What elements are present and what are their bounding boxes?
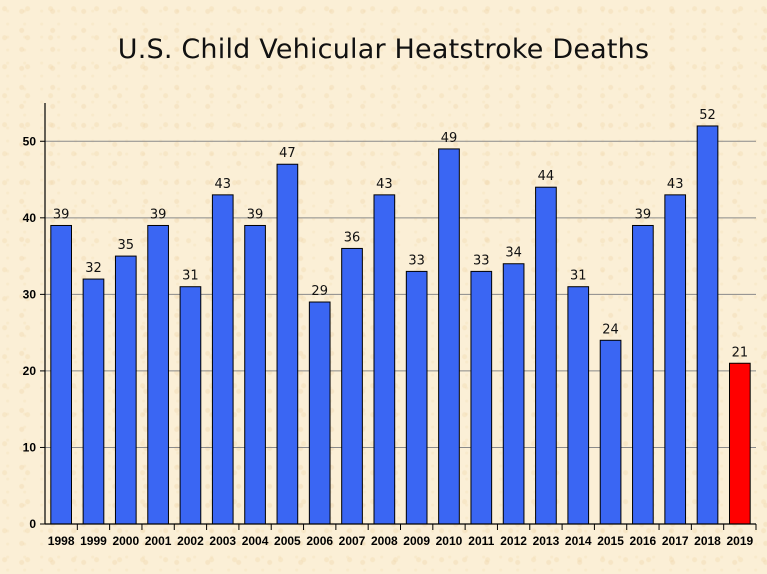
data-label-2006: 29 <box>311 284 328 299</box>
data-label-2001: 39 <box>150 207 167 222</box>
data-label-2016: 39 <box>635 207 652 222</box>
data-label-2013: 44 <box>538 169 555 184</box>
bar-2009 <box>405 270 428 525</box>
y-tick-label: 50 <box>23 134 37 148</box>
data-label-2003: 43 <box>214 177 231 192</box>
bar-2006 <box>308 301 331 525</box>
bar-2016 <box>632 224 654 525</box>
bar-2008 <box>373 194 396 525</box>
y-tick-label: 10 <box>23 440 37 454</box>
x-tick-label-2009: 2009 <box>403 534 430 548</box>
bar-2017 <box>664 194 687 525</box>
x-tick-label-2001: 2001 <box>145 534 172 548</box>
x-tick-label-2014: 2014 <box>565 534 592 548</box>
bar-2011 <box>470 270 493 525</box>
x-tick-label-1999: 1999 <box>80 534 107 548</box>
x-tick-label-2016: 2016 <box>630 534 657 548</box>
bar-2018 <box>696 125 719 525</box>
bar-1998 <box>50 224 73 525</box>
bar-2014 <box>567 286 590 525</box>
x-tick-label-2013: 2013 <box>533 534 560 548</box>
data-label-1999: 32 <box>85 261 102 276</box>
bars <box>50 125 751 525</box>
chart-title: U.S. Child Vehicular Heatstroke Deaths <box>117 34 650 65</box>
data-label-2007: 36 <box>344 230 361 245</box>
bar-2000 <box>114 255 137 525</box>
data-label-2011: 33 <box>473 253 490 268</box>
data-label-2008: 43 <box>376 177 393 192</box>
x-tick-label-2000: 2000 <box>112 534 139 548</box>
y-tick-label: 20 <box>23 364 37 378</box>
bar-2012 <box>502 263 525 525</box>
x-tick-label-2004: 2004 <box>242 534 269 548</box>
axes <box>40 103 757 530</box>
x-tick-label-2006: 2006 <box>306 534 333 548</box>
x-tick-label-2015: 2015 <box>597 534 624 548</box>
x-tick-label-2003: 2003 <box>209 534 236 548</box>
x-tick-label-2019: 2019 <box>726 534 753 548</box>
data-label-2015: 24 <box>602 322 619 337</box>
data-label-2017: 43 <box>667 177 684 192</box>
bar-2013 <box>535 186 557 525</box>
data-label-2012: 34 <box>505 246 522 261</box>
x-tick-label-2017: 2017 <box>662 534 689 548</box>
bar-2005 <box>276 163 299 525</box>
bar-2007 <box>341 247 363 525</box>
data-label-2019: 21 <box>732 345 749 360</box>
bar-2015 <box>599 339 622 525</box>
bar-1999 <box>82 278 105 525</box>
x-tick-label-2002: 2002 <box>177 534 204 548</box>
data-label-2009: 33 <box>408 253 425 268</box>
y-tick-label: 0 <box>29 517 36 531</box>
x-tick-label-1998: 1998 <box>48 534 75 548</box>
x-tick-label-2012: 2012 <box>500 534 527 548</box>
data-label-2010: 49 <box>441 131 458 146</box>
x-tick-label-2008: 2008 <box>371 534 398 548</box>
x-tick-label-2010: 2010 <box>436 534 463 548</box>
bar-2019 <box>728 362 751 525</box>
y-tick-label: 40 <box>23 211 37 225</box>
x-tick-label-2005: 2005 <box>274 534 301 548</box>
data-label-1998: 39 <box>53 207 70 222</box>
bar-2004 <box>244 224 266 525</box>
x-tick-label-2007: 2007 <box>339 534 366 548</box>
labels: 0 10 20 30 40 50 1998 39 1999 32 2000 35 2001 39 2002 3… <box>23 108 754 548</box>
x-tick-label-2018: 2018 <box>694 534 721 548</box>
data-label-2005: 47 <box>279 146 296 161</box>
bar-2001 <box>147 224 169 525</box>
bar-2003 <box>211 194 234 525</box>
data-label-2014: 31 <box>570 269 587 284</box>
data-label-2000: 35 <box>118 238 135 253</box>
bar-2002 <box>179 286 202 525</box>
bar-2010 <box>438 148 460 525</box>
data-label-2004: 39 <box>247 207 264 222</box>
data-label-2018: 52 <box>699 108 716 123</box>
x-tick-label-2011: 2011 <box>468 534 494 548</box>
data-label-2002: 31 <box>182 269 199 284</box>
y-tick-label: 30 <box>23 287 37 301</box>
